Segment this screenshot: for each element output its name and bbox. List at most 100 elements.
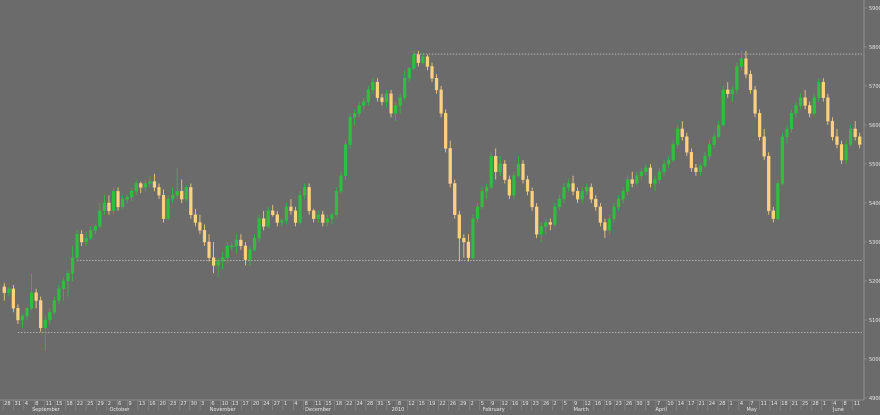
candle-body — [653, 179, 657, 184]
candle — [416, 50, 420, 67]
x-day-label: 1 — [284, 401, 287, 407]
candle-body — [780, 136, 784, 184]
candle — [25, 306, 29, 320]
candle-body — [808, 105, 812, 114]
candle — [434, 74, 439, 94]
candle — [152, 173, 157, 192]
x-day-label: 6 — [211, 401, 214, 407]
candle — [211, 242, 216, 274]
y-axis: 4900 5000 5100 5200 5300 5400 5500 5600 5700 5800… — [863, 0, 880, 402]
candle — [262, 210, 266, 231]
candle-body — [84, 237, 88, 243]
x-day-label: 11 — [315, 401, 321, 407]
x-day-label: 5 — [564, 401, 567, 407]
candle-body — [676, 128, 680, 145]
candle — [257, 214, 261, 242]
candle — [57, 284, 61, 305]
x-day-label: 28 — [367, 401, 373, 407]
candle — [61, 277, 66, 301]
x-day-label: 19 — [429, 401, 435, 407]
candle — [808, 101, 812, 118]
candle — [721, 86, 725, 127]
x-day-label: 2 — [108, 401, 111, 407]
candle — [243, 242, 248, 266]
candle-body — [139, 183, 143, 188]
candle-body — [667, 159, 671, 165]
candle — [585, 183, 589, 196]
candle — [125, 195, 129, 203]
candle-body — [252, 237, 257, 251]
candle — [844, 140, 848, 164]
candle — [539, 222, 543, 242]
candle-body — [302, 187, 307, 196]
candle — [321, 210, 325, 227]
candle-body — [225, 245, 229, 258]
candle — [130, 187, 134, 202]
candle — [462, 234, 466, 258]
candle-body — [384, 93, 389, 102]
x-month-label: November — [210, 407, 237, 413]
candle — [717, 121, 721, 139]
candle-body — [130, 191, 134, 198]
candle — [375, 78, 380, 102]
candle — [785, 125, 789, 145]
candle — [275, 210, 279, 227]
candle — [689, 148, 693, 172]
candle-body — [480, 191, 484, 208]
x-day-label: 22 — [77, 401, 83, 407]
x-day-label: 2 — [553, 401, 556, 407]
candle-body — [616, 198, 621, 208]
x-day-label: 14 — [678, 401, 684, 407]
candle-body — [712, 136, 716, 145]
x-day-label: 27 — [180, 401, 186, 407]
x-day-label: 8 — [398, 401, 401, 407]
candle — [11, 284, 15, 313]
candle — [626, 175, 630, 196]
candle — [671, 140, 675, 163]
candle-body — [830, 120, 835, 137]
candle-body — [198, 222, 202, 231]
x-month-label: February — [483, 407, 505, 413]
candle — [630, 171, 634, 188]
x-day-label: 18 — [66, 401, 72, 407]
x-day-label: 31 — [15, 401, 21, 407]
candle-body — [43, 319, 47, 329]
candle — [380, 93, 384, 106]
candle — [143, 179, 147, 192]
candle — [730, 86, 734, 102]
candle — [830, 117, 835, 141]
candle-body — [98, 210, 102, 227]
candle-body — [175, 191, 179, 196]
candle-body — [52, 300, 56, 313]
candle — [280, 218, 284, 227]
candle — [98, 203, 102, 229]
candle-body — [744, 58, 748, 75]
candle — [248, 245, 252, 266]
candle-body — [858, 136, 862, 145]
x-day-label: 20 — [160, 401, 166, 407]
candle — [557, 195, 562, 211]
x-day-label: 16 — [149, 401, 155, 407]
candle — [694, 164, 698, 176]
candle-body — [2, 286, 6, 293]
candle — [657, 167, 662, 184]
candle-body — [717, 124, 721, 137]
candle — [325, 214, 329, 227]
candle — [316, 210, 320, 223]
candle-body — [489, 155, 493, 188]
candle-body — [398, 97, 402, 106]
candle — [339, 171, 343, 194]
candle — [503, 160, 507, 184]
candle — [484, 183, 489, 200]
candle-body — [70, 257, 75, 274]
candle-body — [767, 155, 771, 211]
candle — [252, 234, 257, 252]
candle — [744, 50, 748, 79]
candle-body — [462, 237, 466, 243]
candle — [289, 199, 293, 215]
candle-body — [357, 105, 361, 114]
candle-body — [639, 171, 643, 176]
candle-body — [248, 249, 252, 260]
candle — [571, 175, 575, 196]
